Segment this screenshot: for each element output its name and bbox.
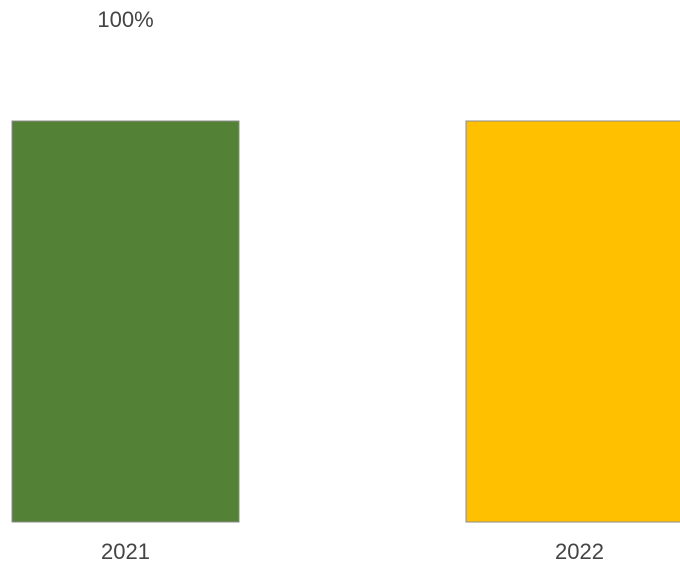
data-label-2021: 100% (97, 7, 153, 32)
bars-layer (11, 120, 680, 523)
x-tick-label-2022: 2022 (555, 539, 604, 563)
x-tick-label-2021: 2021 (101, 539, 150, 563)
labels-layer: 2021 100% 2022 (97, 7, 604, 563)
bar-2022 (465, 120, 680, 523)
bar-2021 (11, 120, 240, 523)
